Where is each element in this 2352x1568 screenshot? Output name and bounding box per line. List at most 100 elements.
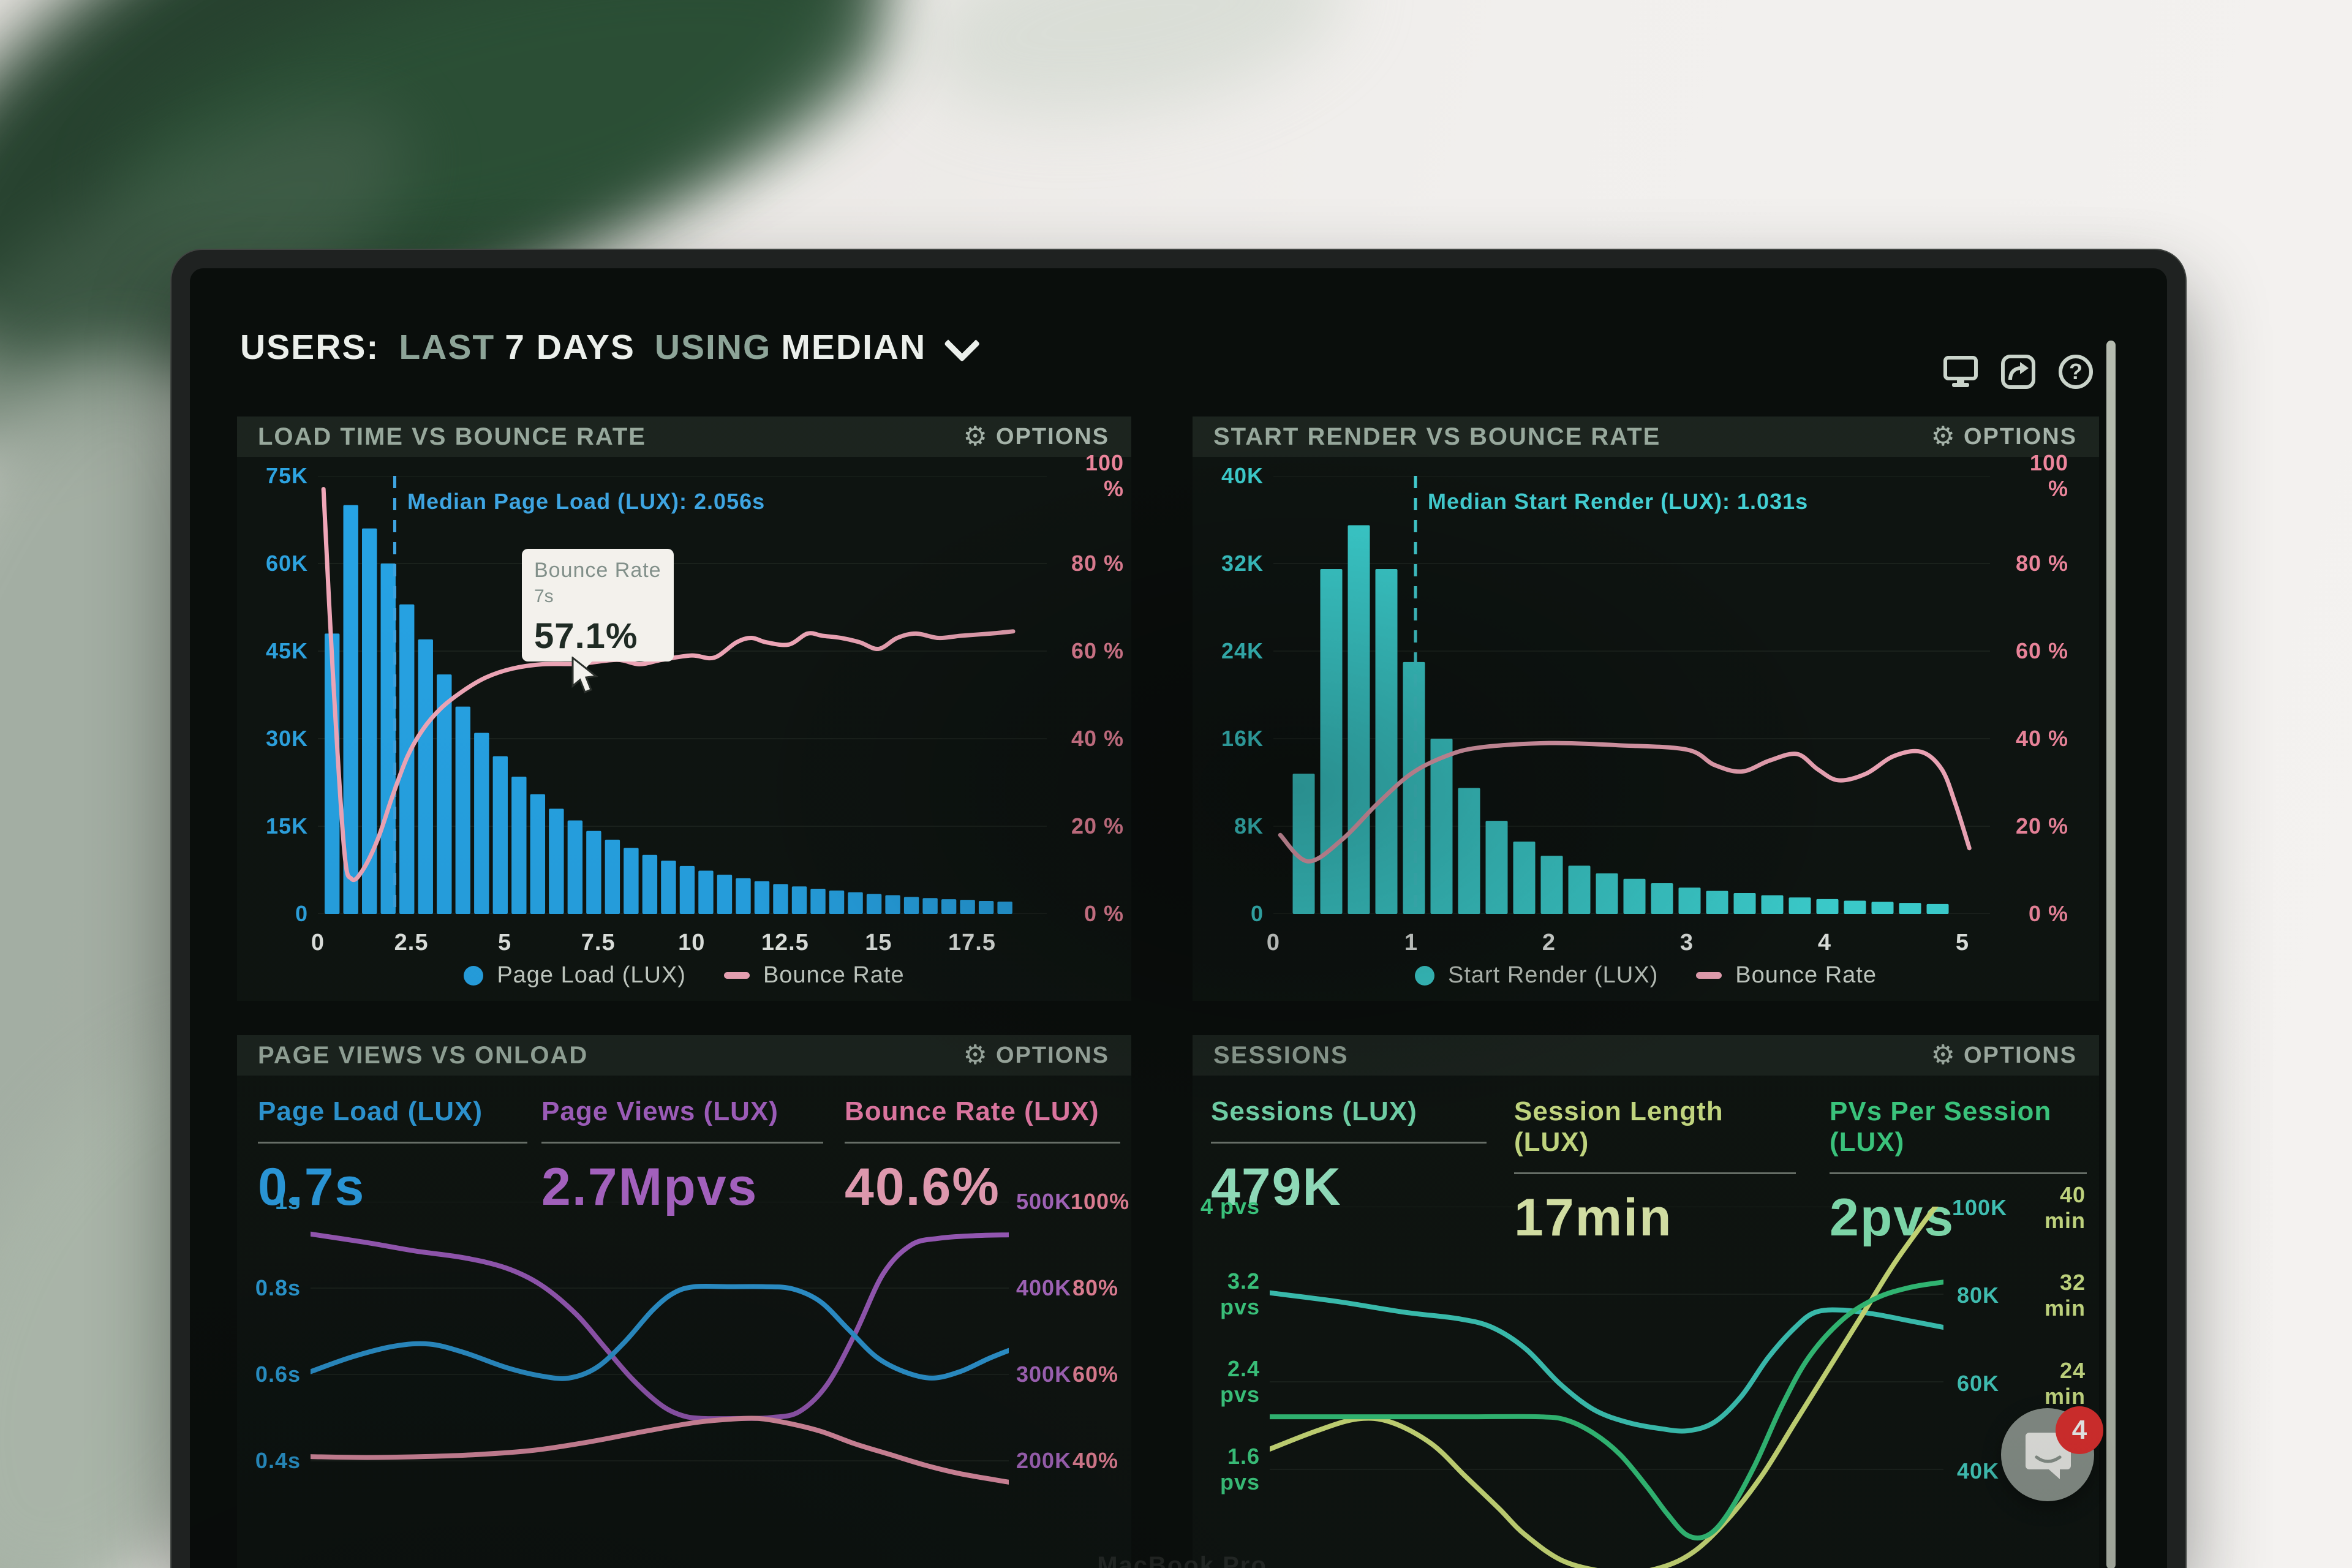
histogram-bar (978, 901, 994, 914)
axis-tick-label: 1 (1404, 930, 1419, 956)
axis-tick-label: 12.5 (761, 930, 809, 956)
axis-tick-label: 300K (1016, 1361, 1072, 1387)
axis-tick-label: 24K (1221, 638, 1264, 663)
histogram-bar (1926, 903, 1949, 914)
panel-header: START RENDER VS BOUNCE RATE ⚙ OPTIONS (1193, 417, 2099, 457)
series-line (321, 486, 1016, 883)
page-title[interactable]: USERS: LAST 7 DAYS USING MEDIAN (240, 325, 2094, 368)
axis-tick-label: 60K (1956, 1370, 1999, 1396)
histogram-bar (624, 848, 639, 914)
help-icon[interactable]: ? (2058, 354, 2094, 390)
median-annotation: Median Page Load (LUX): 2.056s (407, 489, 766, 514)
chart-plot[interactable] (318, 476, 1047, 914)
legend-label: Bounce Rate (763, 962, 905, 988)
histogram-bar (754, 881, 770, 914)
tooltip-subtitle: 7s (534, 586, 554, 606)
axis-tick-label: 2.4 pvs (1219, 1355, 1260, 1407)
chart-canvas[interactable] (1273, 476, 1990, 914)
axis-tick-label: 80% (1072, 1275, 1118, 1300)
panel-page-views-onload: PAGE VIEWS VS ONLOAD ⚙ OPTIONS Page Load… (237, 1035, 1131, 1568)
page-scrollbar[interactable] (2106, 341, 2116, 1568)
display-icon[interactable] (1943, 355, 1978, 388)
axis-tick-label: 40 % (1071, 726, 1124, 751)
chart-canvas[interactable] (1270, 1207, 1943, 1568)
histogram-bar (1292, 774, 1315, 914)
share-icon[interactable] (2000, 354, 2036, 390)
axis-tick-label: 20 % (1071, 813, 1124, 839)
axis-tick-label: 17.5 (948, 930, 996, 956)
metric-value: 479K (1211, 1158, 1342, 1216)
axis-tick-label: 0 (1266, 930, 1281, 956)
start-render-chart: 40K 32K 24K 16K 8K 0 100 % 80 % 60 % 40 % 20 % 0 %… (1193, 417, 2099, 1001)
chart-plot[interactable] (1270, 1207, 1943, 1568)
options-button[interactable]: ⚙ OPTIONS (1928, 417, 2081, 457)
options-label: OPTIONS (995, 1042, 1109, 1068)
y-axis-left: 40K 32K 24K 16K 8K 0 (1193, 463, 1264, 926)
axis-tick-label: 5 (1955, 930, 1970, 956)
histogram-bar (530, 794, 546, 914)
histogram-bar (903, 897, 919, 914)
histogram-bar (1899, 903, 1921, 914)
chart-canvas[interactable] (318, 476, 1047, 914)
chart-canvas[interactable] (311, 1202, 1009, 1568)
y-axis-right-minutes: 40 min 32 min 24 min (2015, 1182, 2086, 1471)
axis-tick-label: 0 (295, 901, 308, 926)
axis-tick-label: 10 (678, 930, 706, 956)
laptop-bezel: USERS: LAST 7 DAYS USING MEDIAN (170, 249, 2187, 1568)
options-button[interactable]: ⚙ OPTIONS (960, 1035, 1113, 1076)
chart-plot[interactable] (311, 1202, 1009, 1568)
legend-dash-icon (1696, 972, 1722, 979)
axis-tick-label: 15K (265, 813, 308, 839)
panel-title: SESSIONS (1213, 1041, 1349, 1069)
options-button[interactable]: ⚙ OPTIONS (1928, 1035, 2081, 1076)
metric-value: 0.7s (258, 1158, 366, 1216)
y-axis-right: 100 % 80 % 60 % 40 % 20 % 0 % (2007, 450, 2068, 926)
metric-divider (1514, 1172, 1796, 1174)
histogram-bar (960, 900, 975, 914)
svg-text:?: ? (2069, 359, 2082, 384)
axis-tick-label: 8K (1234, 813, 1264, 839)
axis-tick-label: 0.6s (255, 1361, 301, 1387)
axis-tick-label: 3.2 pvs (1219, 1268, 1260, 1319)
legend-dash-icon (723, 972, 750, 979)
options-button[interactable]: ⚙ OPTIONS (960, 417, 1113, 457)
axis-tick-label: 100 % (1085, 450, 1124, 501)
metric-bounce-rate: Bounce Rate (LUX) 40.6% (845, 1096, 1120, 1218)
histogram-bar (1540, 856, 1563, 914)
chart-plot[interactable] (1273, 476, 1990, 914)
mouse-cursor-icon (571, 657, 598, 693)
histogram-bar (1623, 878, 1646, 914)
histogram-bar (455, 706, 470, 914)
axis-tick-label: 2 (1542, 930, 1556, 956)
histogram-bar (1375, 568, 1398, 914)
chart-tooltip: Bounce Rate 7s 57.1% (522, 549, 674, 673)
histogram-bar (1789, 897, 1811, 914)
axis-tick-label: 500K (1016, 1189, 1072, 1214)
histogram-bar (362, 528, 377, 914)
legend-label: Start Render (LUX) (1448, 962, 1659, 988)
histogram-bar (810, 889, 826, 914)
metric-divider (1211, 1142, 1487, 1144)
histogram-bar (1706, 891, 1728, 914)
metric-divider (1830, 1172, 2087, 1174)
y-axis-right-rate: 100% 80% 60% 40% (1071, 1189, 1129, 1473)
axis-tick-label: 1s (274, 1189, 301, 1214)
metric-label: Page Load (LUX) (258, 1096, 483, 1126)
axis-tick-label: 5 (498, 930, 512, 956)
axis-tick-label: 60% (1072, 1361, 1118, 1387)
panel-load-time: LOAD TIME VS BOUNCE RATE ⚙ OPTIONS 75K 60… (237, 417, 1131, 1001)
histogram-bar (848, 892, 863, 914)
metric-value: 40.6% (845, 1158, 1000, 1216)
series-line (1270, 1280, 1943, 1541)
metric-page-load: Page Load (LUX) 0.7s (258, 1096, 527, 1218)
metric-pvs-per-session: PVs Per Session (LUX) 2pvs (1830, 1096, 2087, 1248)
metric-session-length: Session Length (LUX) 17min (1514, 1096, 1796, 1248)
histogram-bar (791, 886, 807, 914)
axis-tick-label: 80 % (2015, 551, 2068, 576)
histogram-bar (605, 839, 620, 914)
histogram-bar (997, 901, 1012, 914)
histogram-bar (1348, 525, 1370, 914)
histogram-bar (1320, 568, 1343, 914)
y-axis-right-views: 500K 400K 300K 200K (1016, 1189, 1072, 1473)
legend-dot-icon (464, 965, 484, 986)
